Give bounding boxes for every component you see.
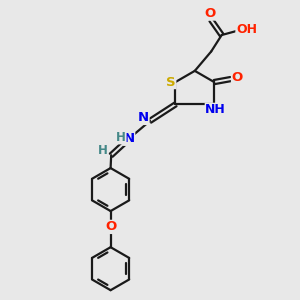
Text: N: N (138, 111, 149, 124)
Text: O: O (105, 220, 116, 233)
Text: O: O (232, 71, 243, 84)
Text: H: H (98, 144, 108, 157)
Text: OH: OH (236, 22, 257, 36)
Text: S: S (166, 76, 176, 88)
Text: O: O (204, 7, 215, 20)
Text: H: H (116, 131, 126, 144)
Text: NH: NH (205, 103, 226, 116)
Text: N: N (124, 132, 135, 145)
